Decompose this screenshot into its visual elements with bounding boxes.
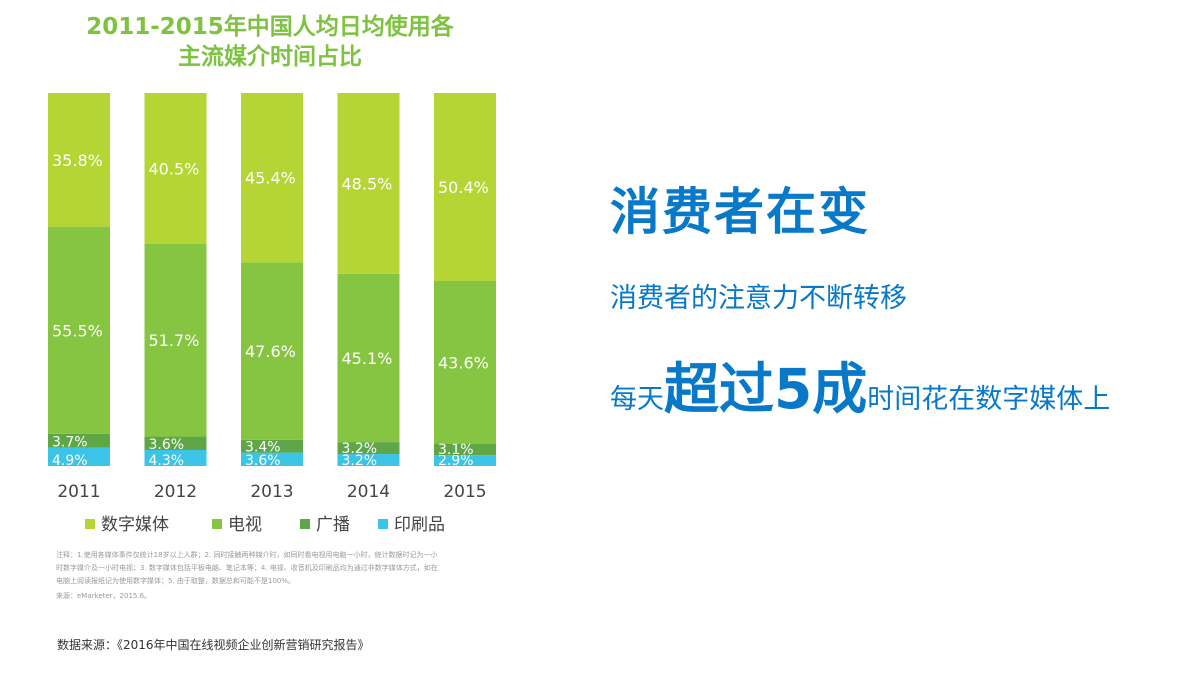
x-tick-label-2011: 2011	[57, 482, 100, 502]
chart-note-line-1: 注释：1.使用各媒体事件仅统计18岁以上人群；2. 同时接触两种媒介时，如同时看…	[56, 551, 438, 559]
data-label-2013-3: 45.4%	[245, 169, 296, 188]
bar-segment-2015-2	[434, 280, 496, 444]
chart-note-line-3: 电脑上阅读报纸记为使用数字媒体；5. 由于取整，数据总和可能不是100%。	[56, 577, 295, 585]
legend-label-3: 印刷品	[394, 515, 445, 535]
bar-segment-2014-3	[337, 93, 400, 274]
data-label-2015-3: 50.4%	[438, 178, 489, 197]
legend-label-0: 数字媒体	[101, 515, 169, 535]
legend-swatch-2	[300, 519, 310, 529]
chart-title-line-1: 2011-2015年中国人均日均使用各	[86, 14, 454, 40]
data-label-2013-0: 3.6%	[245, 453, 281, 469]
key-message-suffix: 时间花在数字媒体上	[867, 384, 1111, 415]
data-label-2015-1: 3.1%	[438, 442, 474, 458]
data-label-2014-0: 3.2%	[342, 453, 378, 469]
stacked-bar-chart: 4.9%3.7%55.5%35.8%20114.3%3.6%51.7%40.5%…	[48, 93, 496, 535]
bar-segment-2011-2	[48, 226, 110, 434]
headline: 消费者在变	[610, 183, 870, 241]
legend-swatch-3	[378, 519, 388, 529]
bar-segment-2011-3	[48, 93, 110, 227]
bar-segment-2015-1	[434, 443, 496, 456]
chart-note-line-2: 时数字媒介及一小时电视；3. 数字媒体包括平板电脑、笔记本等；4. 电视、收音机…	[56, 564, 438, 572]
chart-title-line-2: 主流媒介时间占比	[178, 44, 362, 70]
data-label-2012-1: 3.6%	[149, 437, 185, 453]
legend-label-2: 广播	[316, 515, 350, 535]
bar-segment-2014-1	[337, 442, 400, 455]
key-message-prefix: 每天	[610, 384, 664, 415]
x-tick-label-2015: 2015	[443, 482, 486, 502]
x-tick-label-2013: 2013	[250, 482, 293, 502]
data-label-2013-1: 3.4%	[245, 440, 281, 456]
data-label-2012-3: 40.5%	[149, 159, 200, 178]
key-message-emphasis: 超过5成	[664, 357, 868, 421]
bar-segment-2014-2	[337, 273, 400, 443]
bar-segment-2012-0	[144, 449, 207, 466]
bar-segment-2012-1	[144, 436, 207, 450]
bar-segment-2013-2	[241, 262, 303, 440]
data-label-2011-1: 3.7%	[52, 435, 88, 451]
data-source: 数据来源：《2016年中国在线视频企业创新营销研究报告》	[57, 638, 370, 652]
bar-segment-2011-0	[48, 447, 110, 466]
key-message: 每天超过5成时间花在数字媒体上	[610, 344, 1110, 424]
subheadline: 消费者的注意力不断转移	[610, 283, 907, 314]
chart-source-note: 来源：eMarketer，2015.6。	[56, 592, 152, 600]
data-label-2015-2: 43.6%	[438, 353, 489, 372]
bar-segment-2015-0	[434, 455, 496, 466]
data-label-2011-3: 35.8%	[52, 151, 103, 170]
legend-swatch-1	[212, 519, 222, 529]
data-label-2015-0: 2.9%	[438, 453, 474, 469]
bar-segment-2013-0	[241, 452, 303, 466]
bar-segment-2011-1	[48, 433, 110, 448]
data-label-2012-2: 51.7%	[149, 331, 200, 350]
bar-segment-2013-3	[241, 93, 303, 263]
bar-segment-2012-3	[144, 93, 207, 244]
data-label-2014-2: 45.1%	[342, 349, 393, 368]
legend-swatch-0	[85, 519, 95, 529]
data-label-2014-3: 48.5%	[342, 174, 393, 193]
bar-segment-2012-2	[144, 243, 207, 437]
data-label-2011-0: 4.9%	[52, 453, 88, 469]
data-label-2014-1: 3.2%	[342, 441, 378, 457]
data-label-2011-2: 55.5%	[52, 321, 103, 340]
data-label-2012-0: 4.3%	[149, 453, 185, 469]
x-tick-label-2014: 2014	[347, 482, 390, 502]
bar-segment-2015-3	[434, 93, 496, 281]
legend-label-1: 电视	[228, 515, 262, 535]
chart-title: 2011-2015年中国人均日均使用各 主流媒介时间占比	[40, 12, 500, 72]
data-label-2013-2: 47.6%	[245, 342, 296, 361]
x-tick-label-2012: 2012	[154, 482, 197, 502]
bar-segment-2013-1	[241, 439, 303, 453]
bar-segment-2014-0	[337, 454, 400, 466]
